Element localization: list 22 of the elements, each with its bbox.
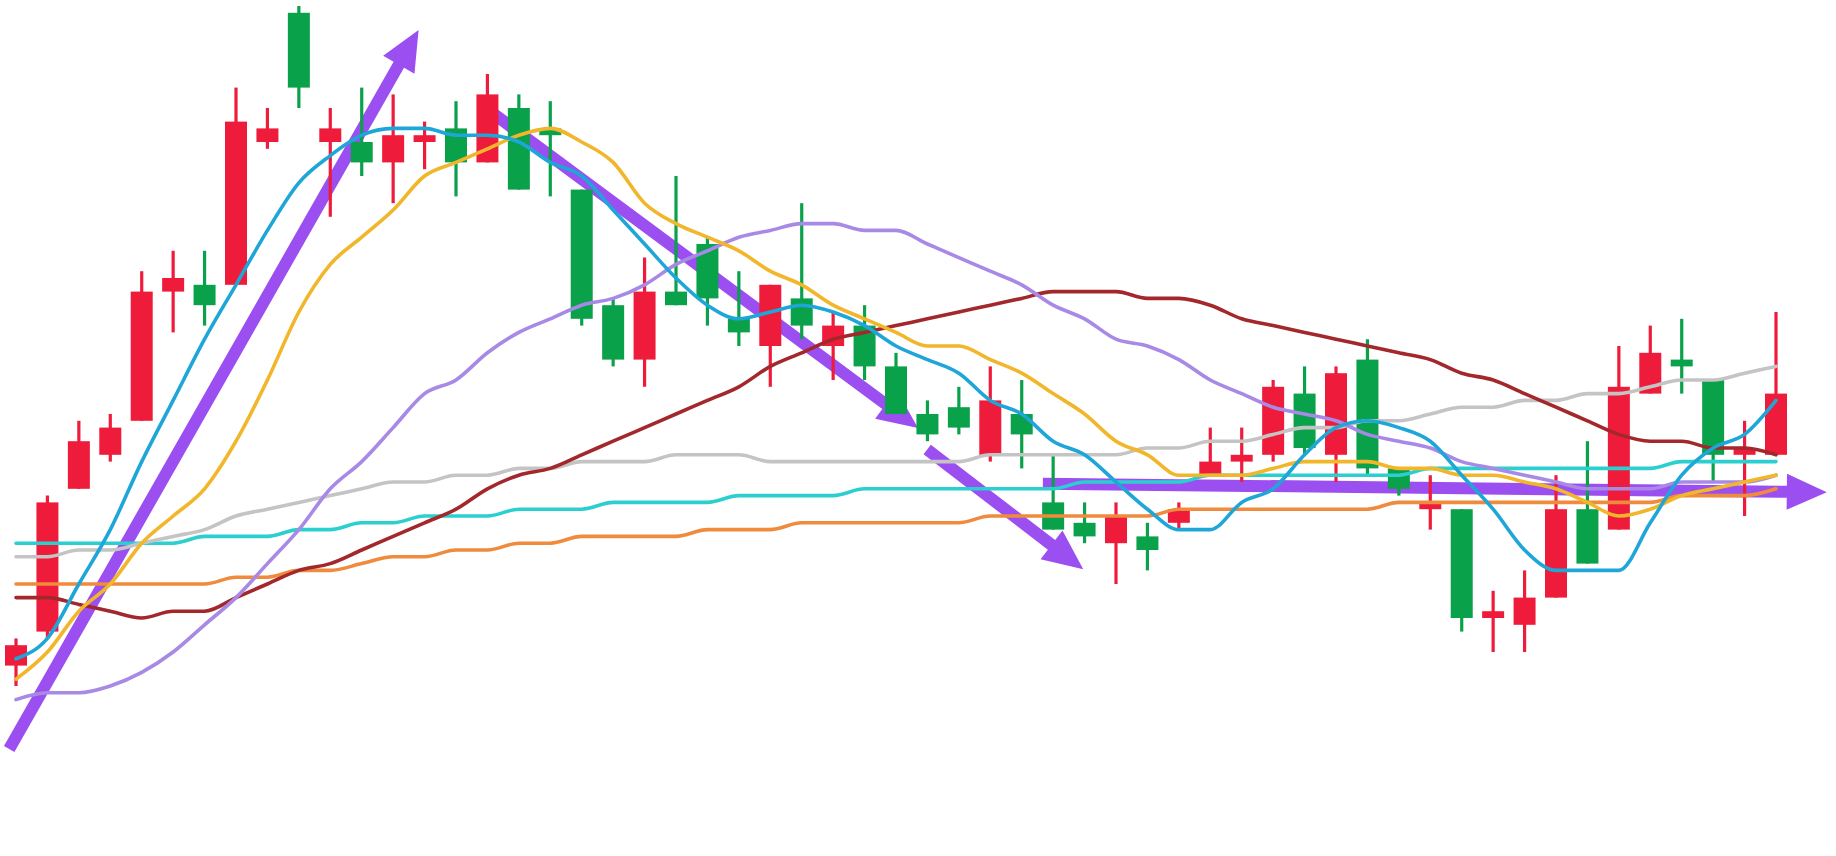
candlestick [916, 398, 939, 443]
candlestick [1513, 568, 1536, 654]
candlestick [162, 249, 185, 334]
candlestick [1105, 500, 1127, 586]
candlestick [193, 249, 216, 328]
candlestick [382, 92, 405, 205]
candlestick [99, 412, 122, 464]
candlestick [1639, 324, 1662, 396]
candlestick [790, 201, 813, 341]
candlestick [1482, 589, 1505, 654]
candlestick [350, 86, 373, 178]
candlestick [947, 385, 970, 436]
candlestick [67, 419, 90, 491]
candlestick [256, 106, 279, 151]
candlestick [1230, 426, 1253, 484]
candlestick [1073, 500, 1096, 545]
candlestick [665, 174, 687, 307]
candlestick [5, 636, 27, 688]
candlestick [1136, 521, 1159, 572]
candlestick [885, 351, 907, 416]
candlestick [413, 120, 436, 171]
candlestick [319, 106, 342, 219]
